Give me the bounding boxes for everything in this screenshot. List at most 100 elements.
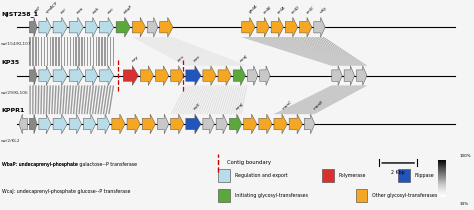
Polygon shape — [300, 37, 357, 66]
Polygon shape — [229, 114, 242, 134]
Polygon shape — [312, 85, 366, 114]
Polygon shape — [157, 114, 169, 134]
Polygon shape — [123, 66, 138, 85]
Text: wcaJ: wcaJ — [235, 102, 245, 111]
Polygon shape — [178, 85, 193, 114]
Polygon shape — [304, 85, 359, 114]
Polygon shape — [200, 85, 212, 114]
Polygon shape — [100, 17, 114, 37]
Polygon shape — [303, 37, 359, 66]
Polygon shape — [278, 85, 336, 114]
Polygon shape — [83, 114, 96, 134]
Bar — [356, 189, 367, 202]
Polygon shape — [81, 85, 85, 114]
Text: wza: wza — [76, 6, 85, 14]
Polygon shape — [310, 85, 364, 114]
Polygon shape — [308, 85, 363, 114]
Polygon shape — [286, 37, 352, 66]
Polygon shape — [283, 37, 350, 66]
Text: 33%: 33% — [460, 202, 469, 206]
Polygon shape — [240, 85, 247, 114]
Polygon shape — [39, 17, 51, 37]
Polygon shape — [270, 37, 345, 66]
Polygon shape — [148, 37, 212, 66]
Polygon shape — [242, 17, 255, 37]
Polygon shape — [142, 37, 201, 66]
Polygon shape — [207, 85, 218, 114]
Text: rmlA: rmlA — [277, 5, 287, 14]
Polygon shape — [313, 85, 367, 114]
Polygon shape — [69, 66, 83, 85]
Polygon shape — [195, 85, 208, 114]
Polygon shape — [53, 17, 67, 37]
Polygon shape — [274, 85, 332, 114]
Polygon shape — [286, 85, 343, 114]
Polygon shape — [294, 37, 355, 66]
Polygon shape — [142, 114, 155, 134]
Text: manB: manB — [312, 100, 324, 111]
Polygon shape — [172, 37, 247, 66]
Polygon shape — [40, 85, 42, 114]
Polygon shape — [85, 66, 98, 85]
Polygon shape — [216, 85, 227, 114]
Polygon shape — [281, 85, 338, 114]
Polygon shape — [275, 85, 334, 114]
Polygon shape — [127, 114, 140, 134]
Polygon shape — [151, 37, 216, 66]
Polygon shape — [204, 85, 216, 114]
Polygon shape — [100, 85, 106, 114]
Polygon shape — [314, 37, 364, 66]
Text: Regulation and export: Regulation and export — [235, 173, 287, 178]
Polygon shape — [54, 85, 57, 114]
Polygon shape — [113, 37, 114, 66]
Polygon shape — [41, 37, 42, 66]
Text: Polymerase: Polymerase — [339, 173, 366, 178]
Polygon shape — [271, 17, 283, 37]
Polygon shape — [216, 114, 228, 134]
Polygon shape — [146, 37, 208, 66]
Text: wzX: wzX — [193, 102, 202, 111]
Polygon shape — [356, 66, 367, 85]
Polygon shape — [300, 17, 312, 37]
Polygon shape — [135, 37, 191, 66]
Polygon shape — [292, 85, 348, 114]
Polygon shape — [67, 37, 68, 66]
Polygon shape — [140, 66, 154, 85]
Polygon shape — [283, 85, 341, 114]
Polygon shape — [297, 37, 356, 66]
Polygon shape — [92, 85, 97, 114]
Text: WbaP: undecaprenyl-phosphate galactose-1-P transferase: WbaP: undecaprenyl-phosphate galactose-1… — [2, 162, 140, 167]
Text: Initiating glycosyl-transferases: Initiating glycosyl-transferases — [235, 193, 308, 198]
Polygon shape — [51, 85, 54, 114]
Polygon shape — [155, 66, 169, 85]
Text: 100%: 100% — [460, 154, 472, 158]
Polygon shape — [145, 37, 206, 66]
Polygon shape — [332, 66, 342, 85]
Polygon shape — [307, 85, 361, 114]
Polygon shape — [39, 114, 51, 134]
Polygon shape — [261, 37, 341, 66]
Polygon shape — [75, 85, 80, 114]
Text: WcaJ: undecaprenyl-phosphate glucose‑‑P transferase: WcaJ: undecaprenyl-phosphate glucose‑‑P … — [2, 189, 131, 194]
Polygon shape — [89, 85, 94, 114]
Polygon shape — [32, 37, 34, 66]
Text: cpsACP: cpsACP — [45, 1, 59, 14]
Polygon shape — [290, 85, 347, 114]
Polygon shape — [29, 37, 31, 66]
Polygon shape — [302, 85, 357, 114]
Text: galF: galF — [33, 6, 42, 14]
Polygon shape — [132, 37, 187, 66]
Polygon shape — [29, 66, 37, 85]
Text: wzx: wzx — [193, 54, 202, 63]
Polygon shape — [304, 114, 315, 134]
Text: WbaP: undecaprenyl-phosphate galactose‑‑P transferase: WbaP: undecaprenyl-phosphate galactose‑‑… — [2, 162, 137, 167]
Polygon shape — [139, 37, 197, 66]
Polygon shape — [46, 37, 48, 66]
Polygon shape — [171, 66, 184, 85]
Polygon shape — [132, 17, 146, 37]
Polygon shape — [106, 85, 111, 114]
Polygon shape — [169, 37, 243, 66]
Polygon shape — [247, 37, 335, 66]
Polygon shape — [344, 66, 355, 85]
Polygon shape — [161, 37, 231, 66]
